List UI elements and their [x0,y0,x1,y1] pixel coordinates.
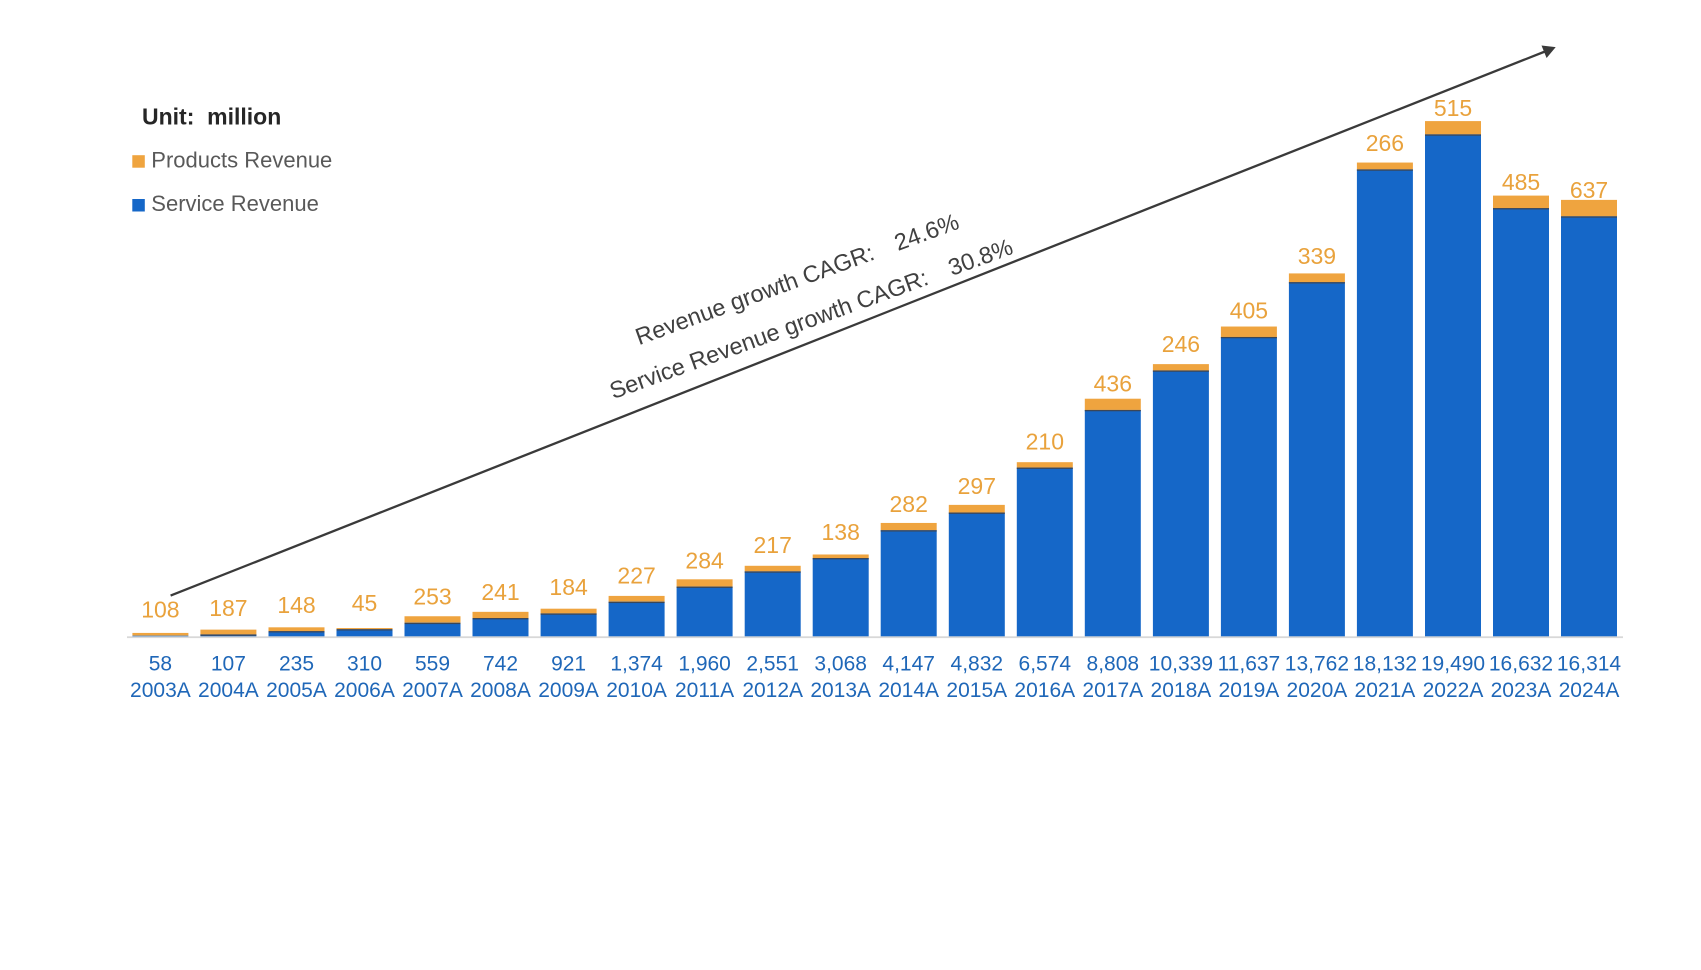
svg-text:297: 297 [958,473,996,499]
svg-text:184: 184 [549,574,588,600]
svg-text:210: 210 [1026,428,1064,454]
svg-text:10,339: 10,339 [1149,653,1213,676]
svg-text:2014A: 2014A [878,679,939,702]
svg-text:148: 148 [277,592,315,618]
svg-text:217: 217 [754,532,792,558]
svg-text:515: 515 [1434,95,1472,121]
svg-text:58: 58 [149,653,172,676]
svg-text:19,490: 19,490 [1421,653,1485,676]
svg-text:2013A: 2013A [810,679,871,702]
svg-text:559: 559 [415,653,450,676]
svg-text:6,574: 6,574 [1019,653,1072,676]
svg-text:2009A: 2009A [538,679,599,702]
svg-text:2003A: 2003A [130,679,191,702]
svg-text:284: 284 [685,547,724,573]
svg-text:1,960: 1,960 [678,653,731,676]
svg-text:2018A: 2018A [1151,679,1212,702]
svg-text:108: 108 [141,596,179,622]
svg-text:4,147: 4,147 [882,653,935,676]
svg-text:2004A: 2004A [198,679,259,702]
svg-text:436: 436 [1094,371,1132,397]
svg-text:187: 187 [209,595,247,621]
svg-text:Products Revenue: Products Revenue [151,147,332,172]
svg-text:637: 637 [1570,177,1608,203]
svg-text:742: 742 [483,653,518,676]
svg-text:16,314: 16,314 [1557,653,1622,676]
svg-text:2022A: 2022A [1423,679,1484,702]
svg-text:241: 241 [481,579,519,605]
svg-text:921: 921 [551,653,586,676]
svg-text:405: 405 [1230,298,1268,324]
svg-text:227: 227 [617,562,655,588]
svg-text:Service Revenue: Service Revenue [151,191,319,216]
svg-text:266: 266 [1366,130,1404,156]
svg-text:2005A: 2005A [266,679,327,702]
svg-text:4,832: 4,832 [951,653,1004,676]
svg-text:2008A: 2008A [470,679,531,702]
svg-text:2,551: 2,551 [746,653,799,676]
svg-text:16,632: 16,632 [1489,653,1553,676]
svg-text:138: 138 [822,519,860,545]
svg-text:107: 107 [211,653,246,676]
svg-text:2020A: 2020A [1287,679,1348,702]
svg-text:282: 282 [890,491,928,517]
svg-text:246: 246 [1162,331,1200,357]
svg-text:2015A: 2015A [946,679,1007,702]
svg-text:2017A: 2017A [1082,679,1143,702]
svg-text:2021A: 2021A [1355,679,1416,702]
svg-text:2019A: 2019A [1219,679,1280,702]
svg-text:Unit: million: Unit: million [142,104,281,130]
svg-text:3,068: 3,068 [814,653,867,676]
svg-text:2016A: 2016A [1014,679,1075,702]
svg-text:45: 45 [352,590,378,616]
svg-text:2024A: 2024A [1559,679,1620,702]
svg-text:235: 235 [279,653,314,676]
svg-text:485: 485 [1502,169,1540,195]
svg-text:11,637: 11,637 [1218,653,1281,676]
svg-text:2011A: 2011A [675,679,734,702]
svg-text:2010A: 2010A [606,679,667,702]
svg-text:310: 310 [347,653,382,676]
svg-text:339: 339 [1298,243,1336,269]
svg-text:2012A: 2012A [742,679,803,702]
svg-text:2023A: 2023A [1491,679,1552,702]
svg-text:2007A: 2007A [402,679,463,702]
svg-text:2006A: 2006A [334,679,395,702]
svg-text:253: 253 [413,583,451,609]
svg-text:13,762: 13,762 [1285,653,1349,676]
svg-text:1,374: 1,374 [610,653,663,676]
svg-text:18,132: 18,132 [1353,653,1417,676]
svg-text:8,808: 8,808 [1087,653,1140,676]
